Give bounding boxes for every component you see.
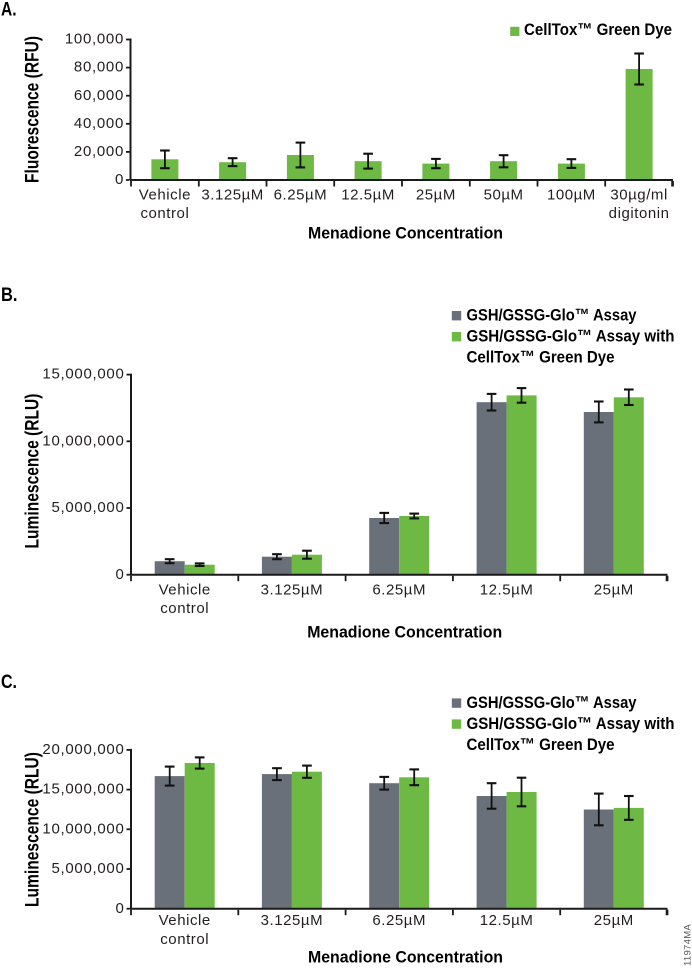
svg-text:A.: A. (1, 0, 17, 21)
svg-text:GSH/GSSG-Glo™ Assay with: GSH/GSSG-Glo™ Assay with (467, 714, 675, 733)
svg-text:50µM: 50µM (484, 186, 524, 203)
svg-text:11974MA: 11974MA (683, 924, 692, 966)
svg-text:GSH/GSSG-Glo™ Assay with: GSH/GSSG-Glo™ Assay with (467, 327, 675, 346)
svg-text:Menadione Concentration: Menadione Concentration (307, 623, 502, 642)
svg-text:6.25µM: 6.25µM (274, 186, 328, 203)
svg-text:20,000,000: 20,000,000 (42, 741, 124, 758)
svg-text:B.: B. (1, 285, 18, 306)
svg-text:10,000,000: 10,000,000 (42, 432, 124, 449)
svg-text:60,000: 60,000 (74, 87, 124, 104)
svg-text:100,000: 100,000 (65, 31, 124, 48)
svg-text:digitonin: digitonin (609, 205, 670, 222)
svg-text:Menadione Concentration: Menadione Concentration (308, 224, 503, 243)
svg-text:0: 0 (115, 900, 124, 917)
svg-text:0: 0 (115, 171, 124, 188)
svg-text:12.5µM: 12.5µM (341, 186, 395, 203)
svg-text:GSH/GSSG-Glo™ Assay: GSH/GSSG-Glo™ Assay (467, 693, 637, 712)
svg-text:15,000,000: 15,000,000 (42, 366, 124, 383)
svg-text:Fluorescence (RFU): Fluorescence (RFU) (23, 36, 44, 183)
svg-text:3.125µM: 3.125µM (261, 912, 324, 929)
svg-text:3.125µM: 3.125µM (261, 582, 324, 599)
svg-text:GSH/GSSG-Glo™ Assay: GSH/GSSG-Glo™ Assay (467, 306, 637, 325)
svg-text:80,000: 80,000 (74, 59, 124, 76)
svg-text:Menadione Concentration: Menadione Concentration (308, 947, 503, 966)
svg-text:Luminescence (RLU): Luminescence (RLU) (23, 394, 44, 549)
svg-text:12.5µM: 12.5µM (480, 582, 534, 599)
svg-text:25µM: 25µM (594, 582, 634, 599)
svg-text:control: control (140, 205, 189, 222)
svg-text:20,000: 20,000 (74, 143, 124, 160)
svg-text:40,000: 40,000 (74, 115, 124, 132)
svg-text:Vehicle: Vehicle (159, 582, 211, 599)
svg-text:0: 0 (115, 566, 124, 583)
svg-text:CellTox™ Green Dye: CellTox™ Green Dye (467, 348, 615, 367)
svg-text:100µM: 100µM (547, 186, 596, 203)
svg-text:6.25µM: 6.25µM (372, 912, 426, 929)
svg-text:30µg/ml: 30µg/ml (610, 186, 668, 203)
svg-text:10,000,000: 10,000,000 (42, 820, 124, 837)
svg-text:15,000,000: 15,000,000 (42, 781, 124, 798)
svg-text:Vehicle: Vehicle (159, 912, 211, 929)
svg-text:25µM: 25µM (416, 186, 456, 203)
svg-text:25µM: 25µM (594, 912, 634, 929)
svg-text:Luminescence (RLU): Luminescence (RLU) (23, 752, 44, 907)
svg-text:control: control (160, 600, 209, 617)
svg-text:12.5µM: 12.5µM (480, 912, 534, 929)
svg-text:3.125µM: 3.125µM (201, 186, 264, 203)
svg-text:control: control (160, 931, 209, 948)
svg-text:CellTox™ Green Dye: CellTox™ Green Dye (524, 20, 672, 39)
svg-text:Vehicle: Vehicle (139, 186, 191, 203)
svg-text:5,000,000: 5,000,000 (51, 499, 124, 516)
svg-text:CellTox™ Green Dye: CellTox™ Green Dye (467, 735, 615, 754)
svg-text:6.25µM: 6.25µM (372, 582, 426, 599)
svg-text:5,000,000: 5,000,000 (51, 860, 124, 877)
svg-text:C.: C. (1, 672, 17, 693)
